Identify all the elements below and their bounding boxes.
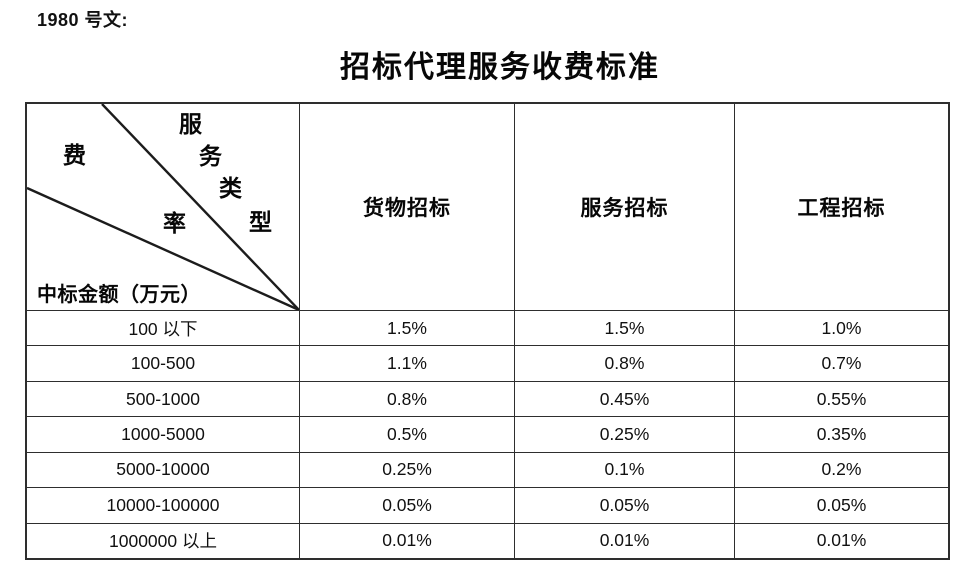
corner-amount-label: 中标金额（万元） — [37, 284, 201, 306]
rate-cell: 0.2% — [734, 451, 948, 488]
rate-cell: 1.5% — [299, 310, 514, 346]
rate-cell: 0.05% — [299, 487, 514, 523]
rate-cell: 0.01% — [514, 522, 734, 558]
amount-range-cell: 100 以下 — [27, 310, 299, 345]
amount-range-cell: 5000-10000 — [27, 451, 299, 487]
rate-cell: 0.8% — [299, 380, 514, 417]
page-title: 招标代理服务收费标准 — [340, 51, 660, 84]
corner-service-type-char: 服 — [179, 112, 202, 137]
corner-service-type-char: 务 — [199, 144, 222, 169]
rate-cell: 0.05% — [734, 487, 948, 523]
rate-cell: 0.35% — [734, 416, 948, 452]
doc-ref-label: 1980 号文: — [37, 10, 129, 30]
rate-cell: 1.1% — [299, 345, 514, 381]
corner-fee-rate-char: 率 — [163, 211, 186, 236]
corner-fee-rate-char: 费 — [63, 143, 86, 168]
rate-cell: 1.0% — [734, 310, 948, 346]
rate-cell: 0.55% — [734, 380, 948, 417]
amount-range-cell: 1000000 以上 — [27, 522, 299, 558]
rate-cell: 0.7% — [734, 345, 948, 381]
fee-table: 服 务 类 型 费 率 中标金额（万元） 货物招标 服务招标 工程招标 100 … — [25, 102, 950, 560]
table-corner-cell: 服 务 类 型 费 率 中标金额（万元） — [27, 104, 299, 310]
rate-cell: 0.01% — [734, 522, 948, 558]
rate-cell: 0.25% — [299, 451, 514, 488]
rate-cell: 0.05% — [514, 487, 734, 523]
rate-cell: 0.25% — [514, 416, 734, 452]
rate-cell: 1.5% — [514, 310, 734, 346]
amount-range-cell: 1000-5000 — [27, 416, 299, 451]
amount-range-cell: 100-500 — [27, 345, 299, 380]
column-header-services-bidding: 服务招标 — [514, 104, 734, 310]
corner-service-type-char: 类 — [219, 176, 242, 201]
rate-cell: 0.5% — [299, 416, 514, 452]
rate-cell: 0.1% — [514, 451, 734, 488]
diagonal-divider-lines — [27, 104, 299, 310]
amount-range-cell: 10000-100000 — [27, 487, 299, 522]
column-header-goods-bidding: 货物招标 — [299, 104, 514, 310]
rate-cell: 0.8% — [514, 345, 734, 381]
amount-range-cell: 500-1000 — [27, 380, 299, 416]
rate-cell: 0.45% — [514, 380, 734, 417]
column-header-works-bidding: 工程招标 — [734, 104, 948, 310]
rate-cell: 0.01% — [299, 522, 514, 558]
corner-service-type-char: 型 — [249, 210, 272, 235]
